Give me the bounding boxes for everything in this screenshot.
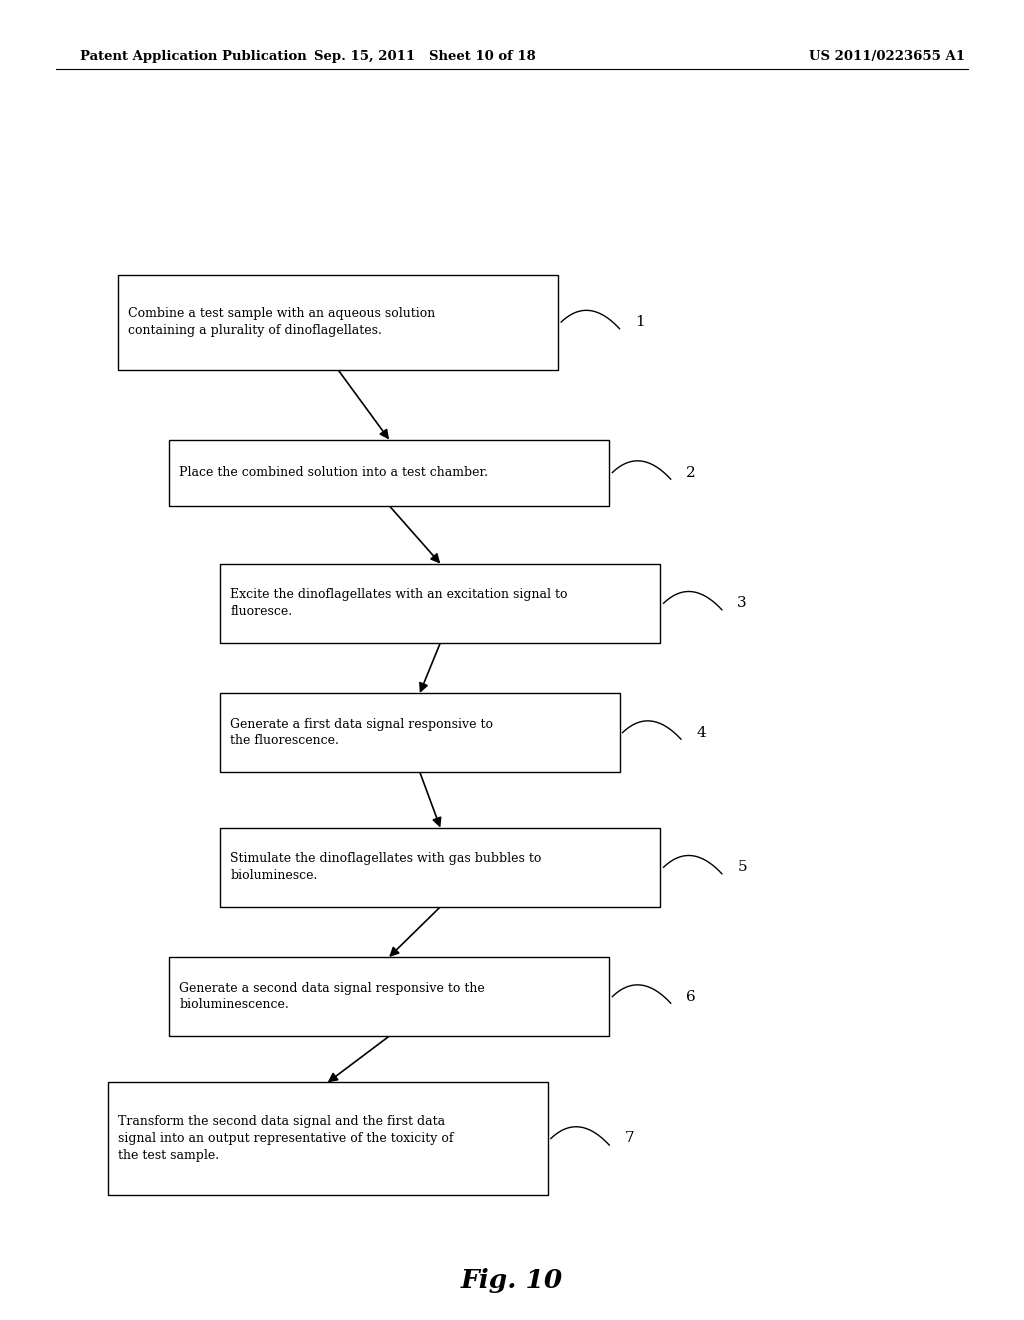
Text: Place the combined solution into a test chamber.: Place the combined solution into a test … <box>179 466 488 479</box>
Text: Excite the dinoflagellates with an excitation signal to
fluoresce.: Excite the dinoflagellates with an excit… <box>230 589 568 618</box>
FancyBboxPatch shape <box>220 693 620 772</box>
FancyBboxPatch shape <box>169 440 609 506</box>
Text: Transform the second data signal and the first data
signal into an output repres: Transform the second data signal and the… <box>118 1115 454 1162</box>
Text: 1: 1 <box>635 315 645 329</box>
Text: Sep. 15, 2011   Sheet 10 of 18: Sep. 15, 2011 Sheet 10 of 18 <box>314 50 536 63</box>
Text: US 2011/0223655 A1: US 2011/0223655 A1 <box>809 50 965 63</box>
Text: 3: 3 <box>737 597 746 610</box>
FancyBboxPatch shape <box>118 275 558 370</box>
FancyBboxPatch shape <box>220 828 660 907</box>
FancyBboxPatch shape <box>169 957 609 1036</box>
FancyBboxPatch shape <box>220 564 660 643</box>
Text: Generate a second data signal responsive to the
bioluminescence.: Generate a second data signal responsive… <box>179 982 485 1011</box>
FancyBboxPatch shape <box>108 1082 548 1195</box>
Text: Combine a test sample with an aqueous solution
containing a plurality of dinofla: Combine a test sample with an aqueous so… <box>128 308 435 337</box>
Text: 7: 7 <box>625 1131 634 1146</box>
Text: Fig. 10: Fig. 10 <box>461 1269 563 1292</box>
Text: Patent Application Publication: Patent Application Publication <box>80 50 306 63</box>
Text: Generate a first data signal responsive to
the fluorescence.: Generate a first data signal responsive … <box>230 718 494 747</box>
Text: 5: 5 <box>737 861 746 874</box>
Text: Stimulate the dinoflagellates with gas bubbles to
bioluminesce.: Stimulate the dinoflagellates with gas b… <box>230 853 542 882</box>
Text: 4: 4 <box>696 726 707 739</box>
Text: 6: 6 <box>686 990 696 1003</box>
Text: 2: 2 <box>686 466 696 479</box>
